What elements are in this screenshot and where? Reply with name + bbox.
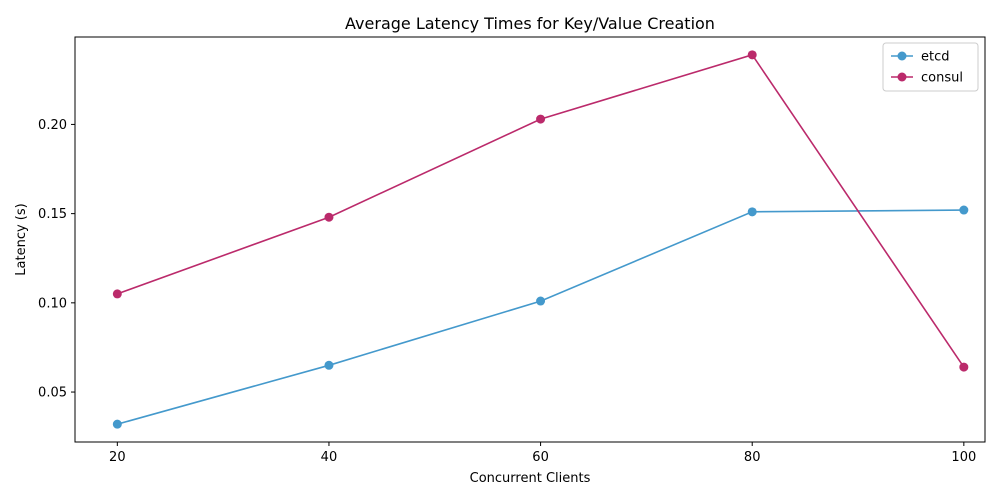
chart-title: Average Latency Times for Key/Value Crea… xyxy=(345,14,715,33)
data-point xyxy=(324,212,334,222)
data-point xyxy=(747,207,757,217)
x-tick-label: 60 xyxy=(532,450,549,465)
legend-label: consul xyxy=(921,71,963,86)
plot-area-frame xyxy=(74,36,986,443)
series-etcd xyxy=(112,205,969,429)
y-axis-ticks: 0.05 0.10 0.15 0.20 xyxy=(38,118,75,401)
x-tick-label: 40 xyxy=(321,450,338,465)
legend: etcd consul xyxy=(882,42,979,92)
legend-item-etcd: etcd xyxy=(891,50,950,65)
y-tick-label: 0.20 xyxy=(38,118,67,133)
legend-marker xyxy=(897,51,907,61)
x-tick-label: 20 xyxy=(109,450,126,465)
legend-item-consul: consul xyxy=(891,71,963,86)
data-point xyxy=(324,360,334,370)
x-axis-ticks: 20 40 60 80 100 xyxy=(109,442,976,465)
data-point xyxy=(747,50,757,60)
series-consul xyxy=(112,50,969,372)
y-tick-label: 0.05 xyxy=(38,386,67,401)
x-tick-label: 100 xyxy=(951,450,976,465)
data-point xyxy=(959,362,969,372)
series-line xyxy=(117,209,964,425)
legend-label: etcd xyxy=(921,50,950,65)
data-point xyxy=(112,289,122,299)
data-point xyxy=(536,114,546,124)
legend-box xyxy=(882,42,979,92)
y-axis-label: Latency (s) xyxy=(14,203,29,275)
data-point xyxy=(112,419,122,429)
series-layer xyxy=(112,50,969,429)
legend-marker xyxy=(897,72,907,82)
y-tick-label: 0.10 xyxy=(38,296,67,311)
y-tick-label: 0.15 xyxy=(38,207,67,222)
x-tick-label: 80 xyxy=(744,450,761,465)
data-point xyxy=(959,205,969,215)
x-axis-label: Concurrent Clients xyxy=(470,471,591,486)
data-point xyxy=(536,296,546,306)
